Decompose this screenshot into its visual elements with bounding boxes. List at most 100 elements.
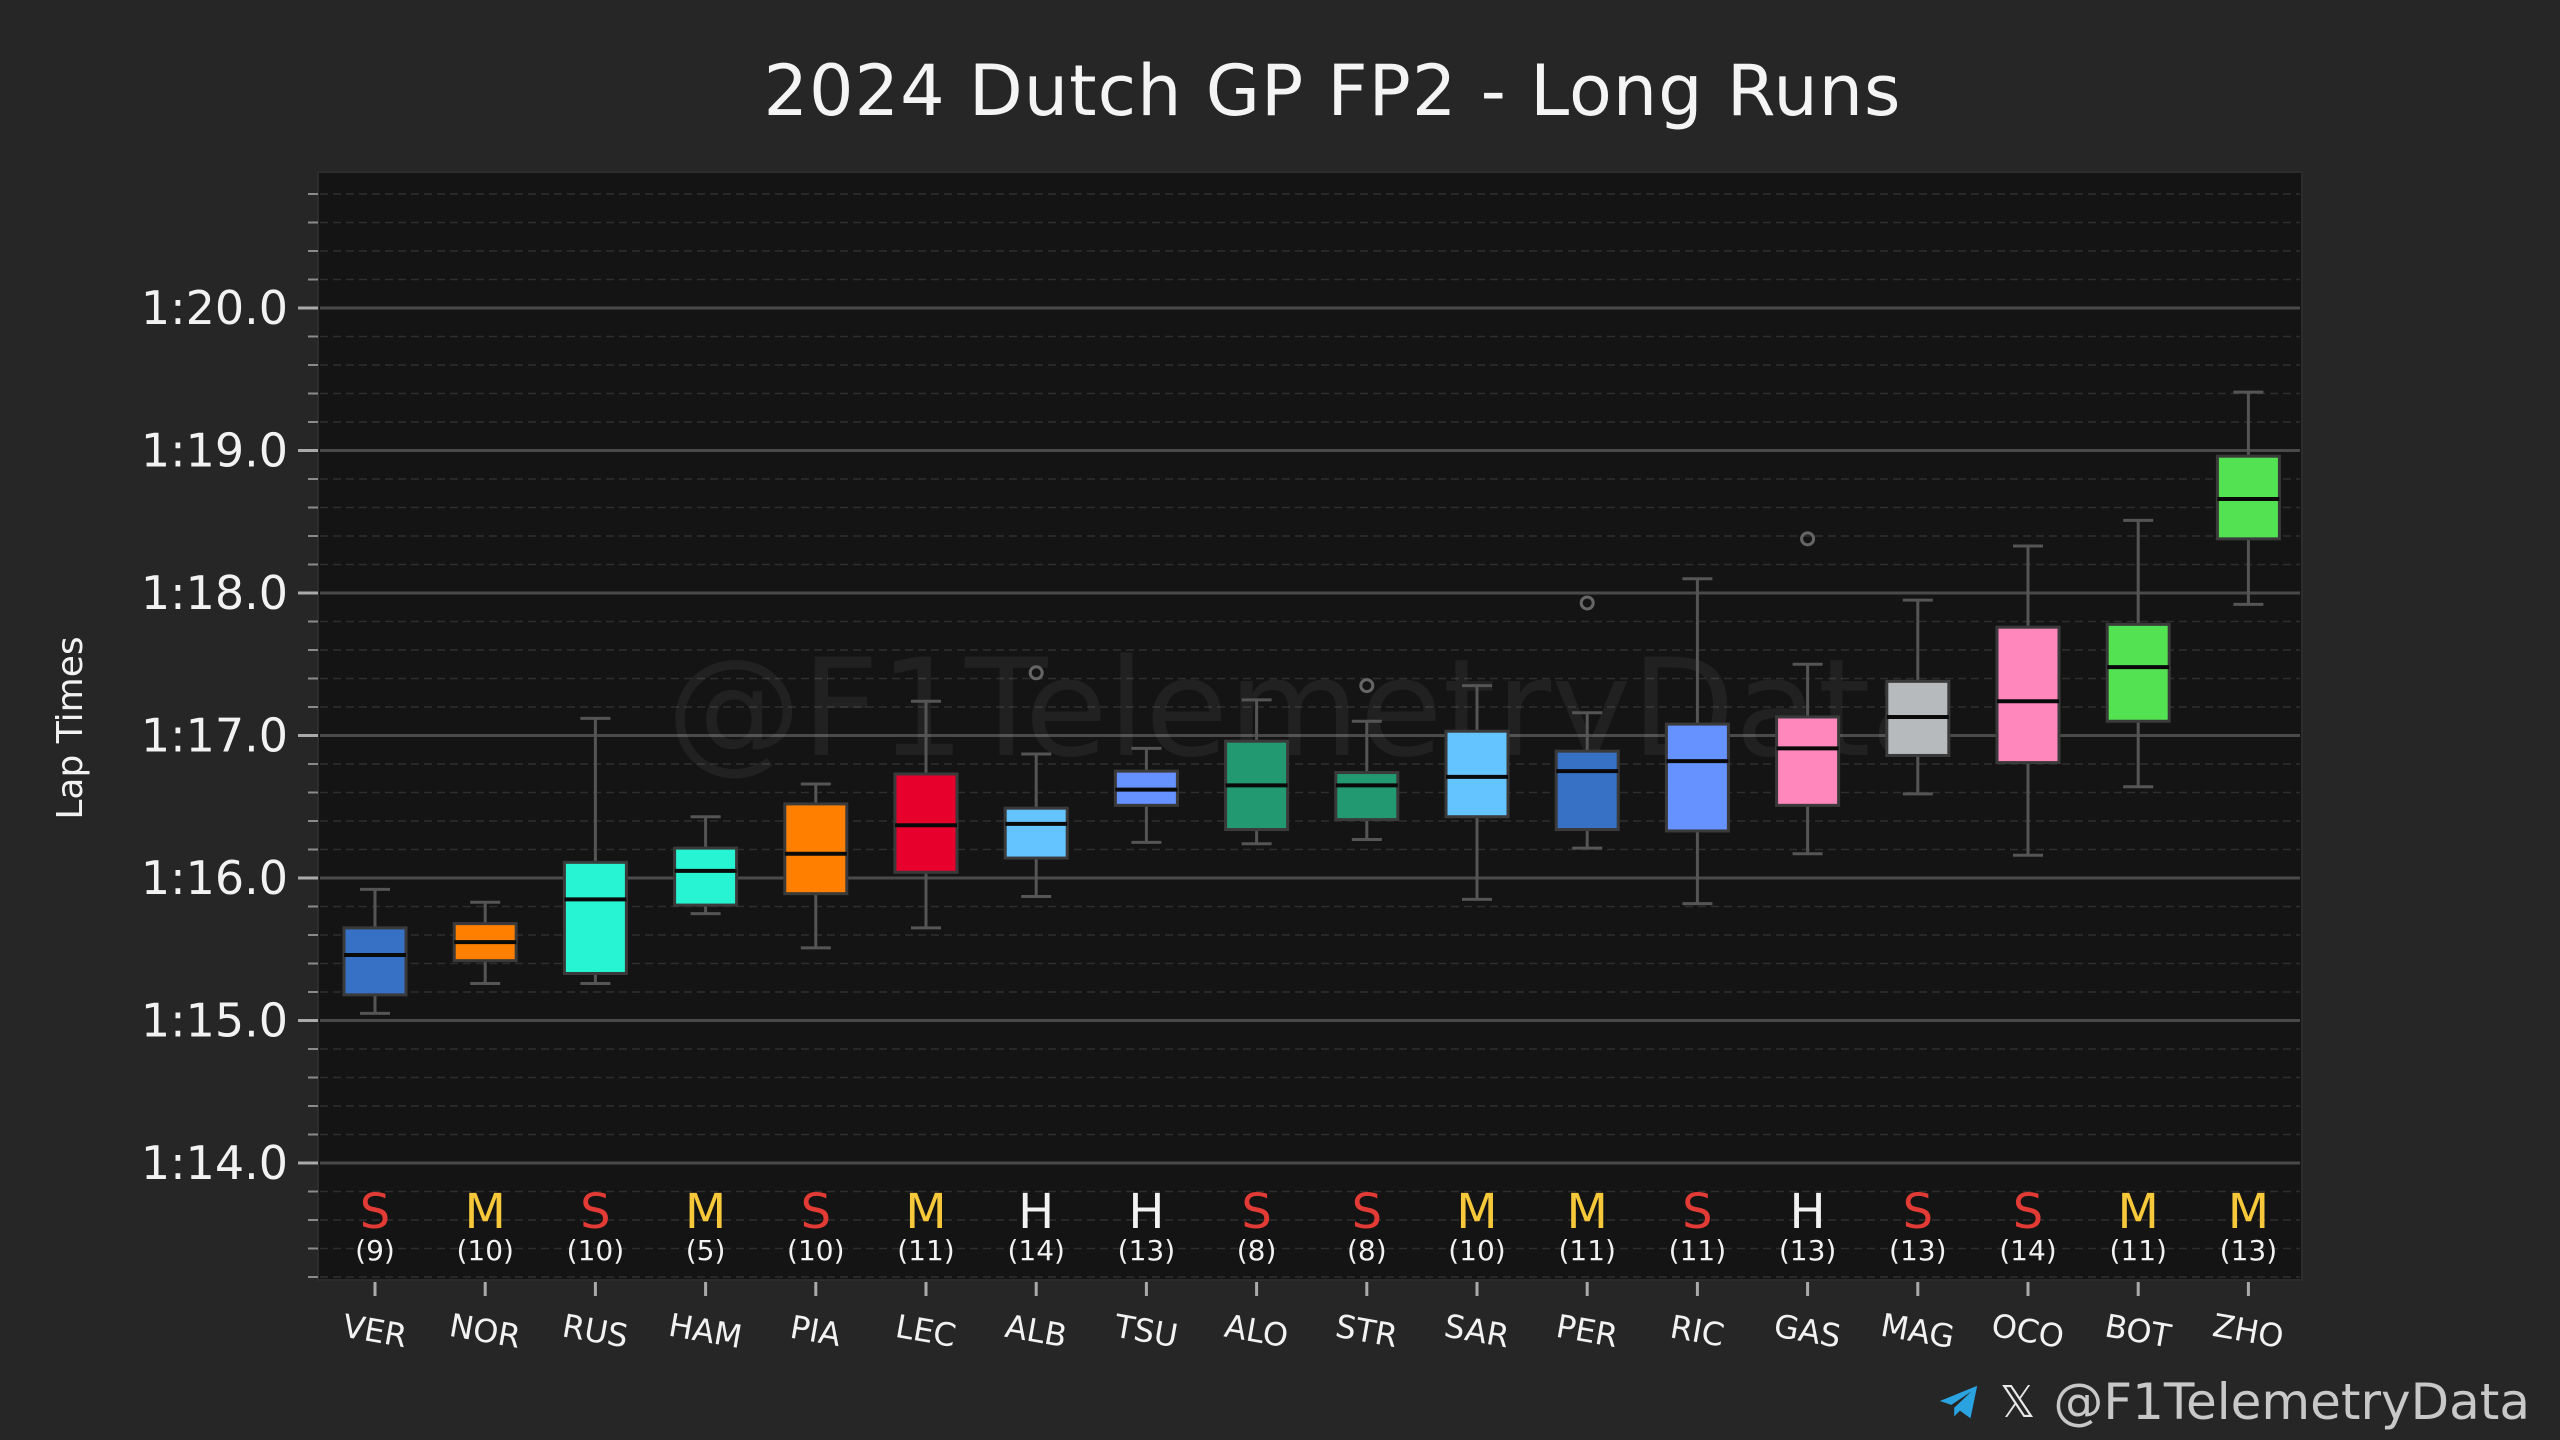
plot-area [317,171,2303,1281]
x-tick-label: MAG [1878,1306,1957,1356]
boxes-layer [342,390,2281,1015]
compound-label: H [1018,1184,1054,1240]
y-tick-label: 1:15.0 [141,994,288,1048]
laps-count: (10) [567,1234,624,1267]
x-tick-label: PER [1553,1307,1620,1355]
box-nor [452,900,518,985]
compound-label: S [1682,1184,1712,1240]
x-tick-label: STR [1333,1307,1401,1355]
outlier-point [1800,531,1816,547]
laps-count: (13) [1118,1234,1175,1267]
box-sar [1444,684,1510,901]
laps-count: (13) [2220,1234,2277,1267]
x-tick-label: GAS [1771,1306,1844,1355]
box-mag [1885,598,1951,796]
compound-label: S [1903,1184,1933,1240]
box-bot [2105,518,2171,789]
x-tick-label: ZHO [2210,1306,2287,1356]
y-axis-label: Lap Times [50,636,91,819]
x-tick-label: SAR [1442,1307,1513,1356]
y-axis: 1:14.0 1:15.0 1:16.0 1:17.0 1:18.0 1:19.0 1:20… [141,193,318,1278]
compound-label: S [1241,1184,1271,1240]
box-iqr [783,802,849,896]
x-tick-label: LEC [893,1307,959,1355]
chart-title: 2024 Dutch GP FP2 - Long Runs [763,50,1902,132]
box-rus [562,716,628,985]
box-iqr [1554,749,1620,832]
box-per [1554,595,1620,850]
x-icon: 𝕏 [1999,1376,2036,1428]
y-tick-label: 1:14.0 [141,1136,288,1190]
outlier-point [1359,678,1375,694]
laps-count: (11) [1669,1234,1726,1267]
watermark: @F1TelemetryData [667,630,1954,787]
laps-count: (10) [456,1234,513,1267]
laps-count: (13) [1889,1234,1946,1267]
outlier-point [1579,595,1595,611]
laps-count: (14) [1007,1234,1064,1267]
box-pia [783,782,849,950]
box-iqr [1995,625,2061,765]
box-ric [1664,577,1730,906]
box-ham [673,815,739,916]
laps-count: (11) [1558,1234,1615,1267]
footer-handle: @F1TelemetryData [2053,1373,2530,1431]
box-tsu [1113,746,1179,844]
box-zho [2215,390,2281,606]
box-gas [1775,531,1841,856]
x-tick-label: PIA [787,1308,844,1354]
laps-count: (5) [686,1234,726,1267]
x-tick-label: RIC [1667,1308,1727,1355]
box-iqr [1334,771,1400,822]
laps-count: (10) [787,1234,844,1267]
compound-label: S [801,1184,831,1240]
x-tick-label: BOT [2102,1307,2174,1356]
y-tick-label: 1:19.0 [141,424,288,478]
box-alo [1224,698,1290,846]
y-tick-label: 1:17.0 [141,709,288,763]
compound-label: S [1352,1184,1382,1240]
box-iqr [673,846,739,907]
laps-count: (11) [897,1234,954,1267]
box-iqr [1664,722,1730,833]
y-tick-label: 1:18.0 [141,566,288,620]
x-tick-label: ALO [1222,1307,1291,1355]
grid-layer [320,193,2300,1278]
compound-label: M [2228,1184,2269,1240]
box-iqr [1444,729,1510,819]
laps-count: (13) [1779,1234,1836,1267]
outlier-point [1028,665,1044,681]
compound-label: H [1128,1184,1164,1240]
box-iqr [342,926,408,997]
x-tick-label: RUS [559,1307,631,1356]
y-tick-label: 1:20.0 [141,281,288,335]
compound-label: H [1790,1184,1826,1240]
compound-label: M [464,1184,505,1240]
x-tick-label: VER [340,1307,410,1356]
laps-count: (8) [1347,1234,1387,1267]
laps-count: (11) [2109,1234,2166,1267]
laps-count: (9) [355,1234,395,1267]
box-str [1334,678,1400,842]
box-iqr [562,860,628,975]
laps-count: (10) [1448,1234,1505,1267]
box-iqr [1003,806,1069,860]
laps-count: (14) [1999,1234,2056,1267]
telegram-icon [1939,1385,1978,1419]
compound-label: M [1456,1184,1497,1240]
compound-label: M [1566,1184,1607,1240]
x-tick-label: NOR [447,1306,524,1356]
compound-label: M [905,1184,946,1240]
compound-label: S [580,1184,610,1240]
laps-count: (8) [1237,1234,1277,1267]
x-tick-label: ALB [1002,1307,1069,1355]
box-oco [1995,544,2061,857]
box-ver [342,887,408,1015]
x-tick-label: OCO [1989,1306,2067,1356]
compound-label: S [2013,1184,2043,1240]
box-iqr [1775,715,1841,807]
x-tick-label: HAM [666,1306,745,1356]
y-tick-label: 1:16.0 [141,851,288,905]
box-lec [893,699,959,930]
